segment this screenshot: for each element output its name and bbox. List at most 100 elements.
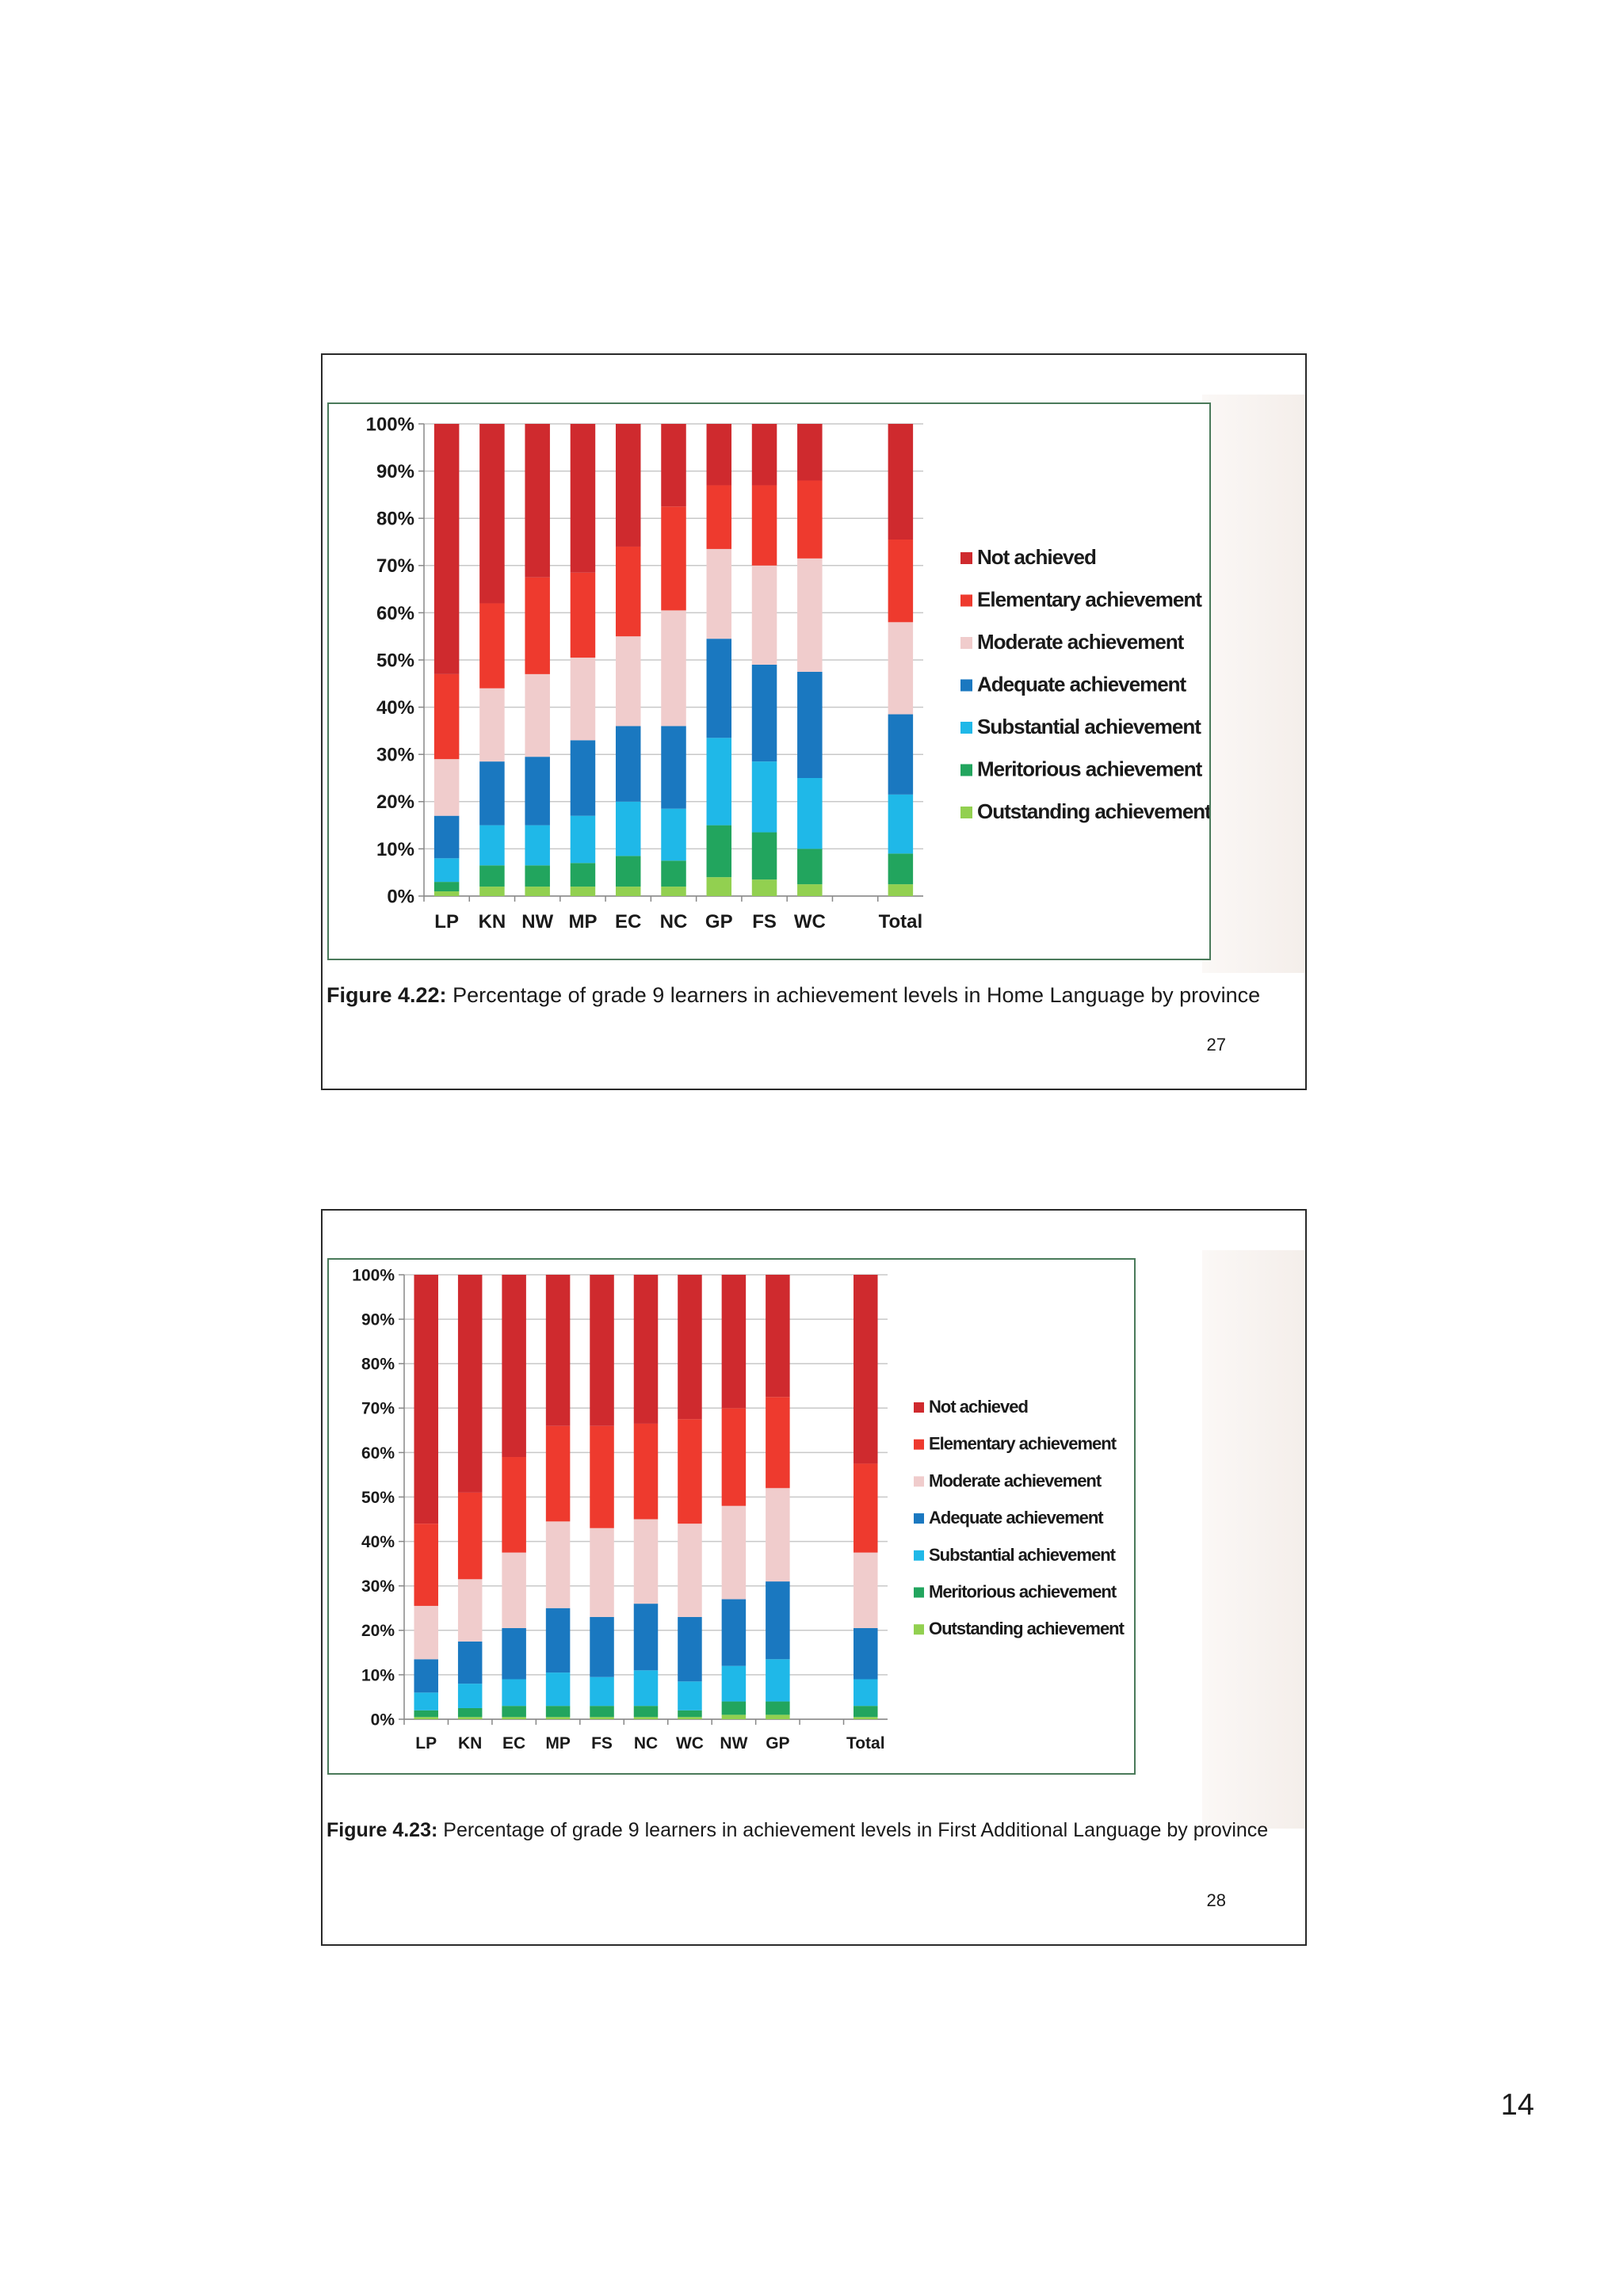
legend-label: Outstanding achievement [929,1619,1125,1638]
y-tick-label: 80% [361,1356,395,1374]
bar-segment [525,424,550,578]
bar-segment [751,424,777,486]
legend-swatch [914,1624,924,1635]
x-tick-label: NW [720,1734,747,1753]
background-strip [1202,395,1305,973]
legend-swatch [960,552,972,564]
legend-swatch [960,722,972,734]
bar-segment [570,887,596,896]
bar-segment [751,664,777,762]
bar-segment [854,1679,878,1707]
bar-segment [706,738,732,826]
bar-segment [414,1275,438,1524]
bar-segment [633,1706,659,1718]
y-tick-label: 40% [361,1533,395,1551]
bar-segment [457,1641,483,1684]
bar-segment [751,485,777,566]
bar-segment [615,424,641,547]
legend-label: Outstanding achievement [977,799,1209,823]
bar-segment [590,1275,614,1426]
bar-segment [721,1505,747,1600]
x-tick-label: NW [521,911,553,933]
bar-segment [721,1665,747,1702]
bar-segment [414,1710,438,1718]
bar-segment [545,1672,571,1707]
background-strip [1202,1250,1305,1829]
y-tick-label: 10% [376,839,414,860]
y-tick-label: 60% [376,603,414,624]
bar-segment [661,726,686,809]
bar-segment [633,1275,659,1424]
legend-label: Substantial achievement [977,715,1201,738]
x-tick-label: EC [615,911,641,933]
bar-segment [797,424,823,481]
bar-segment [797,849,823,885]
bar-segment [479,424,505,604]
bar-segment [678,1710,702,1718]
bar-segment [570,658,596,741]
x-tick-label: Total [879,911,923,933]
x-tick-label: LP [415,1734,437,1753]
bar-segment [545,1717,571,1719]
legend-label: Meritorious achievement [977,757,1203,781]
y-tick-label: 0% [387,886,414,907]
bar-segment [502,1552,526,1628]
bar-segment [678,1524,702,1617]
chart-frame: 0% 10% 20% 30% 40% 50% 60% 70% 80% 90% 100% LP KN NW M… [327,402,1211,960]
bar-segment [457,1717,483,1719]
bar-segment [888,424,914,540]
stacked-bar-chart-home-language: 0% 10% 20% 30% 40% 50% 60% 70% 80% 90% 100% LP KN NW M… [366,414,1209,933]
bar-segment [590,1676,614,1707]
legend-label: Adequate achievement [929,1508,1104,1527]
x-tick-label: WC [676,1734,704,1753]
slide-number: 27 [1206,1035,1226,1055]
bar-segment [678,1616,702,1682]
bar-segment [633,1423,659,1520]
bar-segment [854,1463,878,1553]
bar-segment [766,1659,790,1702]
bar-segment [590,1425,614,1528]
bar-segment [545,1425,571,1522]
legend-label: Meritorious achievement [929,1582,1117,1602]
bar-segment [721,1701,747,1715]
bar-segment [433,815,460,859]
y-tick-label: 50% [361,1489,395,1507]
bar-segment [545,1521,571,1608]
x-tick-label: MP [568,911,597,933]
bar-segment [615,726,641,802]
bar-segment [706,877,732,896]
bar-segment [721,1714,747,1719]
bar-segment [633,1604,659,1671]
bar-segment [502,1275,526,1458]
bar-segment [888,714,914,795]
bar-segment [766,1701,790,1715]
y-tick-label: 70% [376,555,414,577]
slide-number: 28 [1206,1890,1226,1910]
bar-segment [433,882,460,892]
bar-segment [525,577,550,674]
bar-segment [414,1717,438,1719]
bar-segment [751,761,777,833]
x-tick-label: KN [479,911,506,933]
legend-swatch [914,1476,924,1487]
bar-segment [590,1527,614,1617]
legend-swatch [914,1439,924,1450]
bar-segment [615,801,641,856]
bar-segment [615,887,641,896]
bar-segment [706,548,732,639]
bar-segment [751,832,777,880]
bar-segment [888,853,914,885]
x-tick-label: GP [705,911,733,933]
bar-segment [678,1275,702,1420]
bar-segment [479,865,505,887]
bar-segment [661,610,686,727]
bar-segment [661,860,686,887]
bar-segment [502,1457,526,1553]
bar-segment [797,558,823,672]
legend-swatch [914,1550,924,1561]
bar-segment [414,1524,438,1606]
y-tick-label: 80% [376,509,414,530]
bar-segment [570,815,596,864]
bar-segment [661,887,686,896]
bar-segment [766,1581,790,1660]
